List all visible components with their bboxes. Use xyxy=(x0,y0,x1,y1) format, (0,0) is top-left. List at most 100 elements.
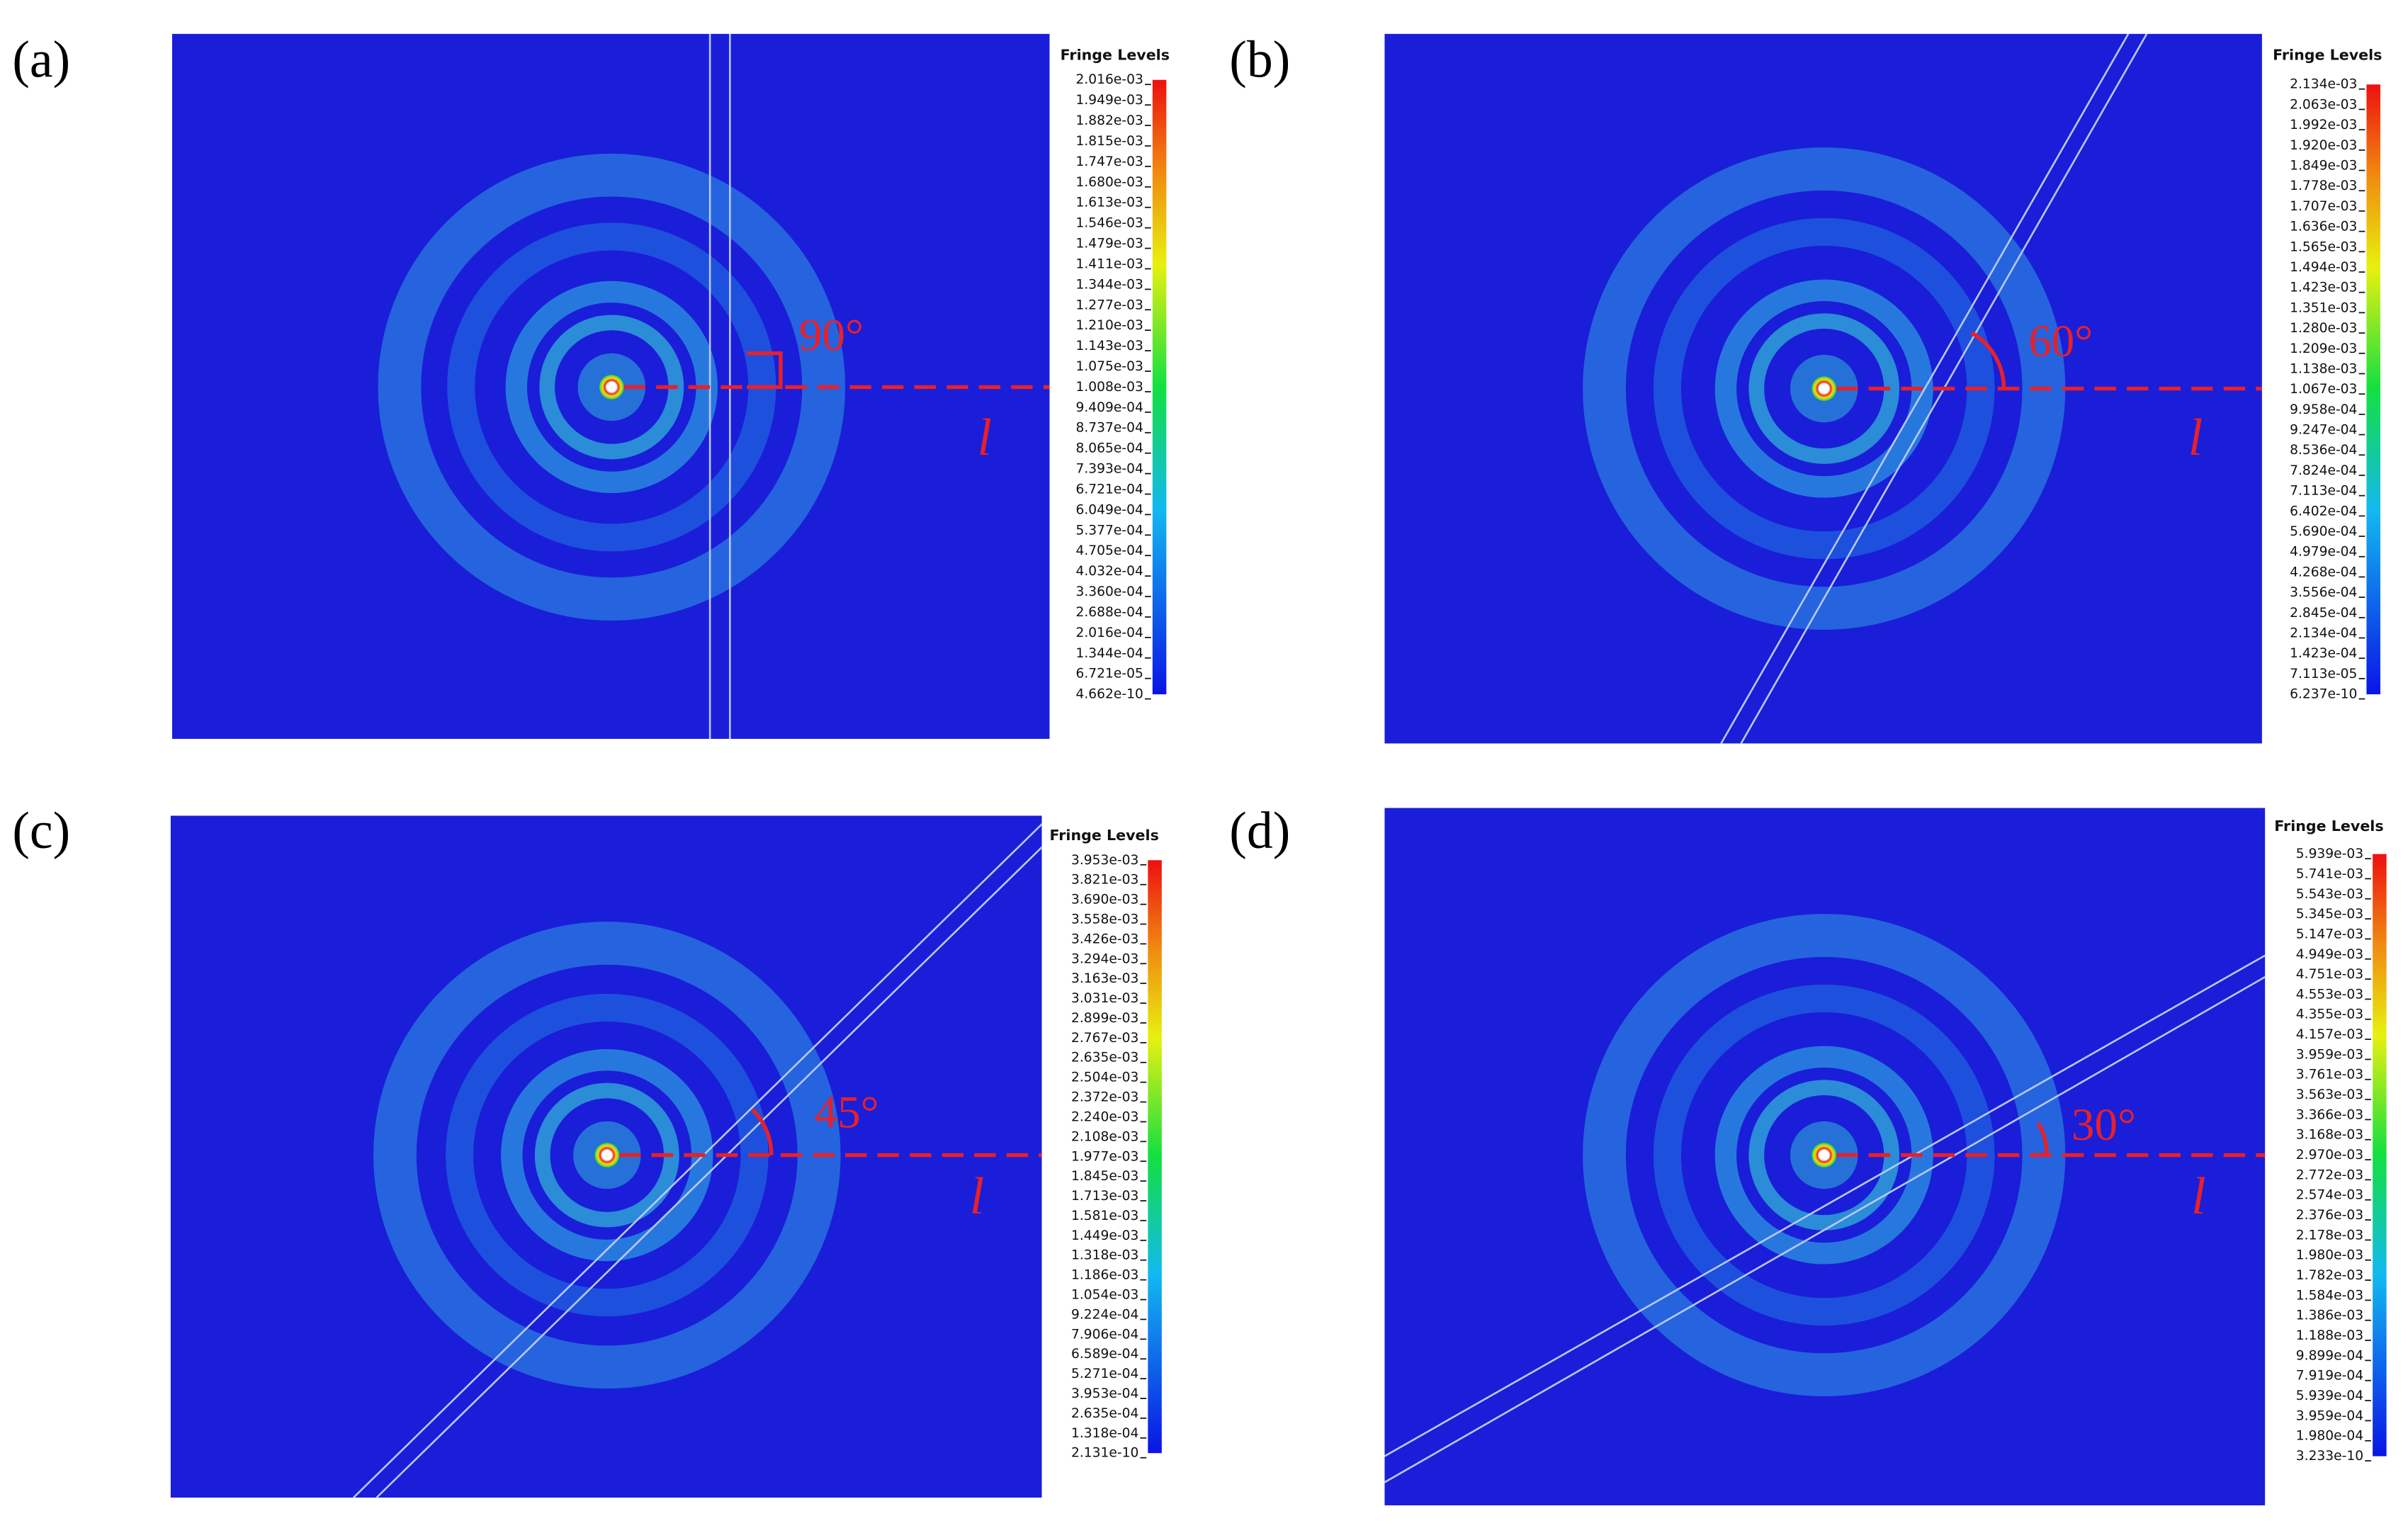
level-label: 4.268e-04 xyxy=(2290,565,2357,579)
level-label: 1.980e-04 xyxy=(2296,1429,2363,1444)
level-label: 1.992e-03 xyxy=(2290,118,2357,132)
line-label: l xyxy=(978,408,992,466)
level-label: 8.737e-04 xyxy=(1076,421,1143,436)
level-label: 4.949e-03 xyxy=(2296,947,2363,962)
level-label: 1.980e-03 xyxy=(2296,1248,2363,1263)
level-label: 6.049e-04 xyxy=(1076,502,1143,517)
level-label: 2.688e-04 xyxy=(1076,605,1143,620)
level-label: 9.899e-04 xyxy=(2296,1348,2363,1363)
level-label: 2.134e-04 xyxy=(2290,626,2357,641)
level-label: 4.157e-03 xyxy=(2296,1027,2363,1042)
level-label: 1.188e-03 xyxy=(2296,1328,2363,1343)
level-label: 8.536e-04 xyxy=(2290,443,2357,458)
level-label: 3.168e-03 xyxy=(2296,1128,2363,1143)
level-label: 2.016e-03 xyxy=(1076,72,1143,87)
level-label: 2.899e-03 xyxy=(1071,1011,1138,1026)
legend-title: Fringe Levels xyxy=(1050,827,1159,844)
level-label: 3.163e-03 xyxy=(1071,971,1138,986)
level-label: 1.209e-03 xyxy=(2290,341,2357,356)
panel: 60° l (b) Fringe Levels 2.134e-03 2.063e-03 1.… xyxy=(1229,30,2382,744)
level-label: 7.824e-04 xyxy=(2290,463,2357,478)
level-label: 2.131e-10 xyxy=(1071,1446,1138,1461)
level-label: 1.386e-03 xyxy=(2296,1308,2363,1323)
colorbar xyxy=(2366,84,2380,695)
level-label: 3.366e-03 xyxy=(2296,1107,2363,1122)
level-label: 5.741e-03 xyxy=(2296,866,2363,881)
level-label: 1.186e-03 xyxy=(1071,1268,1138,1283)
colorbar xyxy=(2373,854,2387,1456)
level-label: 5.345e-03 xyxy=(2296,907,2363,922)
level-label: 1.138e-03 xyxy=(2290,361,2357,376)
level-label: 2.240e-03 xyxy=(1071,1109,1138,1124)
level-label: 5.690e-04 xyxy=(2290,524,2357,539)
crack-line xyxy=(1384,954,2266,1457)
level-label: 5.939e-04 xyxy=(2296,1388,2363,1403)
contour-plot xyxy=(1384,33,2262,744)
level-label: 1.277e-03 xyxy=(1076,298,1143,312)
level-label: 2.970e-03 xyxy=(2296,1148,2363,1163)
level-label: 3.360e-04 xyxy=(1076,584,1143,599)
ring xyxy=(1748,313,1900,464)
ring xyxy=(1748,1080,1900,1231)
level-label: 3.821e-03 xyxy=(1071,873,1138,888)
level-label: 1.581e-03 xyxy=(1071,1209,1138,1223)
level-label: 4.751e-03 xyxy=(2296,967,2363,982)
level-label: 5.543e-03 xyxy=(2296,887,2363,902)
level-label: 2.372e-03 xyxy=(1071,1090,1138,1105)
level-label: 3.761e-03 xyxy=(2296,1068,2363,1082)
crack-line xyxy=(1384,975,2266,1483)
level-label: 1.977e-03 xyxy=(1071,1149,1138,1164)
level-label: 3.031e-03 xyxy=(1071,991,1138,1006)
legend-title: Fringe Levels xyxy=(2274,818,2383,835)
level-label: 5.377e-04 xyxy=(1076,523,1143,538)
level-label: 1.344e-03 xyxy=(1076,277,1143,292)
level-label: 4.553e-03 xyxy=(2296,987,2363,1002)
level-label: 1.565e-03 xyxy=(2290,239,2357,254)
level-label: 8.065e-04 xyxy=(1076,441,1143,456)
level-label: 3.959e-04 xyxy=(2296,1408,2363,1423)
level-label: 1.707e-03 xyxy=(2290,199,2357,214)
level-label: 7.393e-04 xyxy=(1076,462,1143,477)
panel-label: (c) xyxy=(12,801,70,859)
level-label: 7.919e-04 xyxy=(2296,1369,2363,1384)
contour-plot xyxy=(170,815,1042,1498)
level-label: 1.008e-03 xyxy=(1076,380,1143,395)
level-label: 1.210e-03 xyxy=(1076,318,1143,333)
level-label: 2.108e-03 xyxy=(1071,1129,1138,1144)
level-label: 6.237e-10 xyxy=(2290,687,2357,702)
source xyxy=(1811,376,1837,401)
level-label: 1.449e-03 xyxy=(1071,1228,1138,1243)
angle-label: 90° xyxy=(799,310,864,361)
right-angle-marker xyxy=(747,351,783,390)
level-label: 2.376e-03 xyxy=(2296,1208,2363,1223)
angle-arc xyxy=(2036,1121,2049,1155)
level-label: 1.613e-03 xyxy=(1076,196,1143,210)
level-label: 1.815e-03 xyxy=(1076,134,1143,149)
level-label: 7.113e-05 xyxy=(2290,667,2357,681)
level-label: 4.979e-04 xyxy=(2290,545,2357,560)
level-label: 9.224e-04 xyxy=(1071,1307,1138,1322)
level-label: 4.032e-04 xyxy=(1076,564,1143,579)
level-label: 3.953e-03 xyxy=(1071,853,1138,868)
level-label: 3.294e-03 xyxy=(1071,951,1138,966)
level-label: 1.351e-03 xyxy=(2290,300,2357,315)
source xyxy=(594,1143,620,1167)
level-label: 9.409e-04 xyxy=(1076,400,1143,415)
line-label: l xyxy=(970,1167,984,1225)
level-label: 2.063e-03 xyxy=(2290,97,2357,112)
panel-label: (b) xyxy=(1229,30,1290,88)
level-label: 5.271e-04 xyxy=(1071,1367,1138,1381)
level-label: 2.767e-03 xyxy=(1071,1031,1138,1046)
level-label: 1.423e-04 xyxy=(2290,646,2357,661)
level-label: 1.494e-03 xyxy=(2290,260,2357,275)
level-label: 6.402e-04 xyxy=(2290,504,2357,519)
level-label: 7.113e-04 xyxy=(2290,484,2357,499)
level-label: 4.355e-03 xyxy=(2296,1007,2363,1022)
legend-title: Fringe Levels xyxy=(2273,47,2382,64)
level-label: 3.563e-03 xyxy=(2296,1087,2363,1102)
panel-label: (a) xyxy=(12,30,70,88)
level-label: 3.556e-04 xyxy=(2290,585,2357,600)
level-label: 6.721e-04 xyxy=(1076,482,1143,497)
level-label: 2.845e-04 xyxy=(2290,606,2357,621)
level-label: 1.067e-03 xyxy=(2290,382,2357,397)
